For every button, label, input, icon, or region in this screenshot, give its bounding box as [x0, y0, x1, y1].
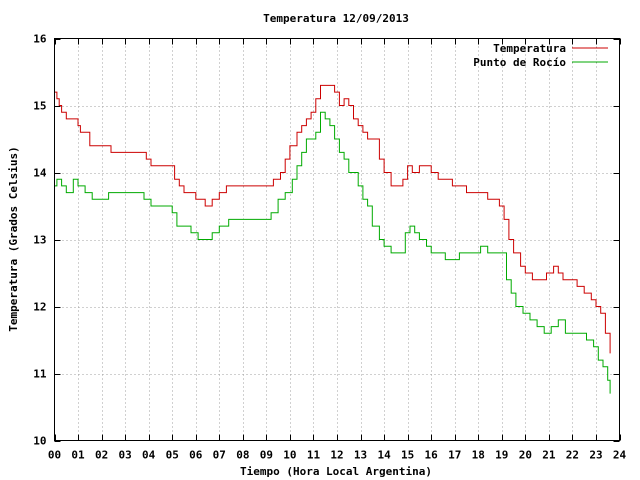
x-tick-label: 03: [119, 449, 132, 462]
x-tick-label: 19: [495, 449, 508, 462]
x-axis-label: Tiempo (Hora Local Argentina): [240, 465, 432, 478]
x-tick-label: 08: [236, 449, 249, 462]
x-tick-label: 00: [48, 449, 61, 462]
x-tick-label: 01: [71, 449, 85, 462]
series-line-1: [54, 111, 611, 394]
chart-title: Temperatura 12/09/2013: [263, 12, 409, 25]
x-tick-label: 23: [589, 449, 602, 462]
x-tick-label: 02: [95, 449, 108, 462]
series-line-0: [54, 84, 611, 354]
x-tick-label: 15: [401, 449, 414, 462]
x-tick-label: 17: [448, 449, 461, 462]
x-tick-label: 14: [377, 449, 391, 462]
x-tick-label: 05: [166, 449, 179, 462]
y-tick-label: 15: [33, 100, 46, 113]
x-tick-label: 24: [613, 449, 627, 462]
y-tick-label: 11: [33, 368, 47, 381]
y-tick-label: 10: [33, 435, 46, 448]
x-tick-label: 07: [213, 449, 226, 462]
x-tick-label: 04: [142, 449, 156, 462]
series-layer: [54, 84, 611, 394]
y-axis-label: Temperatura (Grados Celsius): [7, 146, 20, 331]
x-tick-label: 22: [566, 449, 579, 462]
x-tick-label: 11: [307, 449, 321, 462]
x-tick-label: 10: [283, 449, 296, 462]
y-tick-label: 12: [33, 301, 46, 314]
x-tick-label: 20: [519, 449, 532, 462]
legend-label-1: Punto de Rocío: [473, 56, 566, 69]
tick-layer: 00 01 02 03 04 05 06 07 08 09 10 11 12 13 14 15 16 17 18 19…: [33, 33, 626, 462]
y-tick-label: 16: [33, 33, 47, 46]
x-tick-label: 09: [260, 449, 273, 462]
grid-layer: [54, 38, 620, 441]
y-tick-label: 14: [33, 167, 47, 180]
x-tick-label: 18: [472, 449, 485, 462]
x-tick-label: 21: [542, 449, 556, 462]
x-tick-label: 12: [330, 449, 343, 462]
x-tick-label: 16: [425, 449, 439, 462]
y-tick-label: 13: [33, 234, 46, 247]
x-tick-label: 13: [354, 449, 367, 462]
legend-label-0: Temperatura: [493, 42, 566, 55]
x-tick-label: 06: [189, 449, 203, 462]
